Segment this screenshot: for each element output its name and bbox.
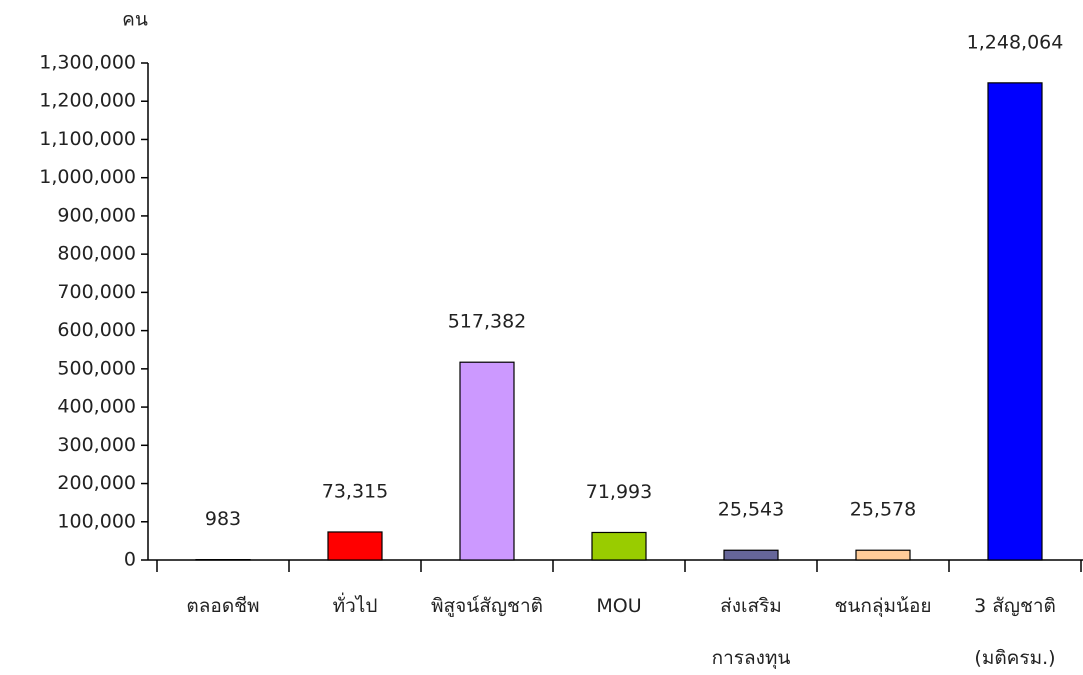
y-tick-label: 300,000: [57, 434, 136, 456]
x-tick-label: MOU: [596, 595, 641, 617]
x-tick-label: 3 สัญชาติ(มติครม.): [974, 595, 1056, 669]
value-label: 25,578: [850, 499, 916, 521]
y-tick-label: 1,300,000: [39, 52, 136, 74]
y-tick-label: 800,000: [57, 243, 136, 265]
y-tick-label: 900,000: [57, 204, 136, 226]
x-tick-label: ส่งเสริมการลงทุน: [712, 595, 791, 670]
y-tick-label: 1,100,000: [39, 128, 136, 150]
x-tick-label: ชนกลุ่มน้อย: [834, 595, 931, 618]
y-tick-label: 400,000: [57, 396, 136, 418]
value-label: 983: [205, 508, 241, 530]
bar: [855, 549, 911, 561]
bar: [987, 82, 1043, 561]
y-tick-label: 600,000: [57, 319, 136, 341]
y-tick-label: 200,000: [57, 472, 136, 494]
y-tick-label: 1,200,000: [39, 90, 136, 112]
bar: [327, 531, 383, 561]
y-tick-label: 100,000: [57, 510, 136, 532]
x-tick-label: ทั่วไป: [333, 592, 378, 617]
value-label: 25,543: [718, 499, 784, 521]
value-label: 71,993: [586, 481, 652, 503]
x-tick-label: พิสูจน์สัญชาติ: [431, 595, 543, 617]
y-tick-label: 1,000,000: [39, 166, 136, 188]
y-axis-label: คน: [122, 9, 148, 31]
y-tick-label: 0: [124, 549, 136, 571]
y-tick-label: 700,000: [57, 281, 136, 303]
x-tick-label: ตลอดชีพ: [186, 595, 259, 617]
value-label: 1,248,064: [967, 31, 1064, 53]
y-tick-label: 500,000: [57, 357, 136, 379]
bar: [591, 531, 647, 561]
bar: [723, 549, 779, 561]
value-label: 517,382: [448, 311, 527, 333]
value-label: 73,315: [322, 480, 388, 502]
bar: [459, 361, 515, 561]
